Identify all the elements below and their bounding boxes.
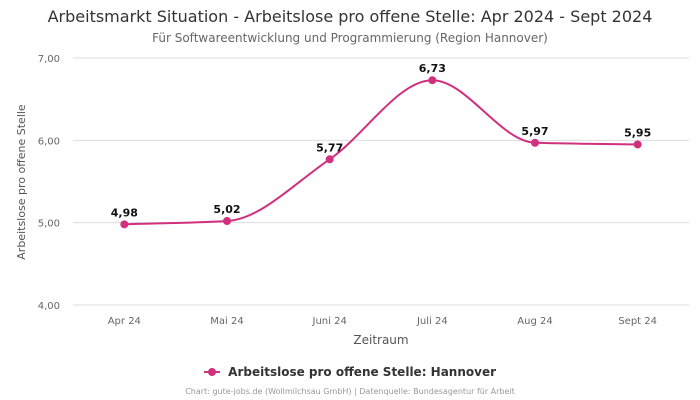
chart-subtitle: Für Softwareentwicklung und Programmieru… (152, 31, 548, 45)
legend-swatch (203, 367, 220, 376)
data-point[interactable] (428, 76, 437, 85)
x-tick-label: Juli 24 (416, 316, 448, 327)
data-point[interactable] (325, 155, 334, 164)
y-tick-label: 5,00 (38, 219, 60, 230)
y-tick-label: 6,00 (38, 136, 60, 147)
data-point[interactable] (531, 138, 539, 147)
y-tick-labels: 4,00 5,00 6,00 7,00 (38, 54, 60, 312)
series-group (120, 76, 642, 229)
data-label: 5,97 (521, 125, 548, 138)
legend-dot (207, 367, 216, 376)
legend[interactable]: Arbeitslose pro offene Stelle: Hannover (0, 365, 700, 379)
x-tick-label: Aug 24 (517, 316, 552, 327)
x-tick-labels: Apr 24 Mai 24 Juni 24 Juli 24 Aug 24 Sept 24 (108, 316, 657, 327)
x-tick-label: Sept 24 (618, 316, 657, 327)
data-label: 4,98 (111, 206, 138, 219)
data-label: 5,02 (213, 203, 240, 216)
chart-footer: Chart: gute-jobs.de (Wollmilchsau GmbH) … (185, 387, 515, 396)
data-labels-group: 4,98 5,02 5,77 6,73 5,97 5,95 (111, 62, 651, 219)
x-tick-label: Mai 24 (210, 316, 243, 327)
data-point[interactable] (633, 140, 642, 149)
x-axis-label: Zeitraum (353, 333, 408, 347)
chart-title: Arbeitsmarkt Situation - Arbeitslose pro… (47, 7, 653, 26)
data-point[interactable] (120, 220, 129, 229)
data-point[interactable] (223, 217, 231, 226)
data-label: 5,77 (316, 141, 343, 154)
data-label: 5,95 (624, 126, 651, 139)
data-label: 6,73 (419, 62, 446, 75)
x-tick-label: Juni 24 (312, 316, 347, 327)
legend-label: Arbeitslose pro offene Stelle: Hannover (228, 365, 497, 379)
y-tick-label: 7,00 (38, 54, 60, 65)
y-tick-label: 4,00 (38, 301, 60, 312)
grid-lines (73, 57, 689, 306)
series-line (124, 79, 638, 226)
y-axis-label: Arbeitslose pro offene Stelle (15, 104, 28, 260)
x-tick-label: Apr 24 (108, 316, 141, 327)
